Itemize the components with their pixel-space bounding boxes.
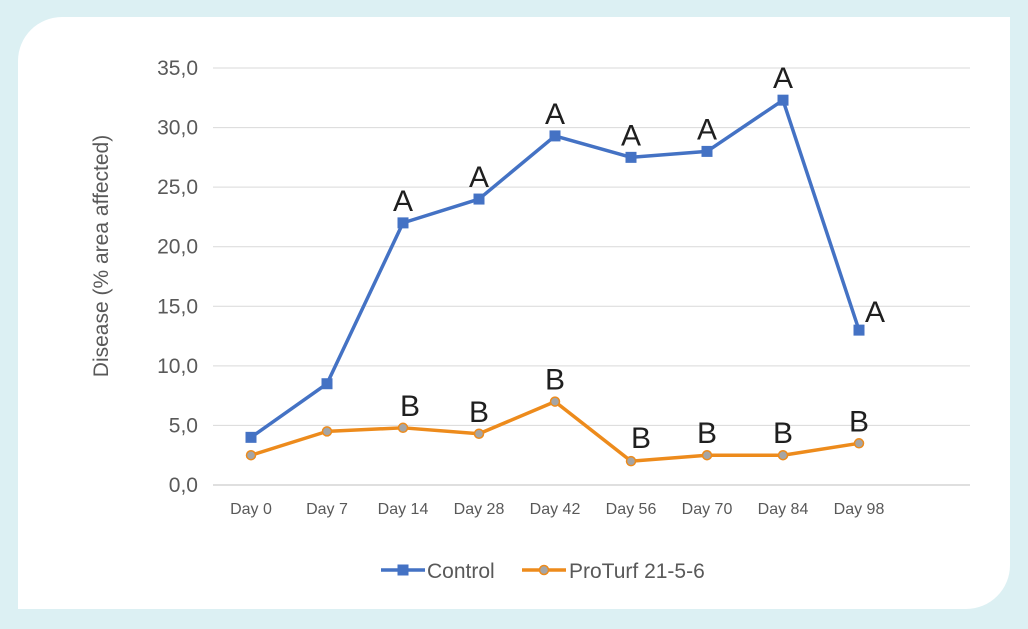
x-tick-label: Day 42 — [530, 501, 581, 518]
data-point — [701, 145, 713, 157]
data-point — [397, 217, 409, 229]
x-tick-label: Day 28 — [454, 501, 505, 518]
y-tick-label: 30,0 — [157, 117, 198, 140]
data-label: A — [621, 119, 641, 152]
x-tick-label: Day 98 — [834, 501, 885, 518]
data-point — [625, 455, 637, 467]
legend-label-control: Control — [427, 560, 495, 583]
y-tick-label: 0,0 — [169, 474, 198, 497]
y-tick-label: 10,0 — [157, 355, 198, 378]
data-label: A — [697, 113, 717, 146]
x-tick-label: Day 7 — [306, 501, 348, 518]
data-point — [549, 396, 561, 407]
x-tick-label: Day 14 — [378, 501, 429, 518]
data-point — [397, 422, 409, 434]
data-point — [245, 449, 257, 461]
legend-label-proturf: ProTurf 21-5-6 — [569, 560, 705, 583]
data-point — [321, 426, 333, 437]
x-tick-label: Day 70 — [682, 501, 733, 518]
y-tick-label: 15,0 — [157, 295, 198, 318]
data-point — [625, 151, 637, 163]
data-label: B — [400, 390, 420, 423]
x-tick-label: Day 0 — [230, 501, 272, 518]
data-point — [473, 428, 485, 440]
data-label: A — [865, 296, 885, 329]
x-tick-label: Day 56 — [606, 501, 657, 518]
data-point — [245, 431, 257, 443]
data-label: B — [631, 422, 651, 455]
data-label: A — [469, 161, 489, 194]
y-tick-label: 35,0 — [157, 57, 198, 80]
data-point — [853, 324, 865, 336]
y-tick-label: 5,0 — [169, 414, 198, 437]
y-tick-label: 20,0 — [157, 236, 198, 259]
data-point — [853, 438, 865, 449]
data-point — [321, 378, 333, 390]
data-label: B — [545, 364, 565, 397]
y-axis-title: Disease (% area affected) — [90, 135, 113, 377]
legend-marker-proturf — [538, 564, 550, 576]
data-label: B — [773, 417, 793, 450]
x-tick-label: Day 84 — [758, 501, 809, 518]
data-point — [473, 193, 485, 205]
data-label: A — [773, 62, 793, 95]
data-label: A — [393, 185, 413, 218]
y-tick-label: 25,0 — [157, 176, 198, 199]
data-label: A — [545, 98, 565, 131]
data-point — [549, 130, 561, 142]
legend-marker-control — [397, 564, 409, 576]
data-label: B — [469, 396, 489, 429]
data-label: B — [849, 405, 869, 438]
series-line-proturf — [250, 399, 860, 463]
data-label: B — [697, 417, 717, 450]
chart-card — [18, 17, 1010, 609]
data-point — [777, 94, 789, 106]
data-point — [701, 449, 713, 461]
data-point — [777, 449, 789, 461]
